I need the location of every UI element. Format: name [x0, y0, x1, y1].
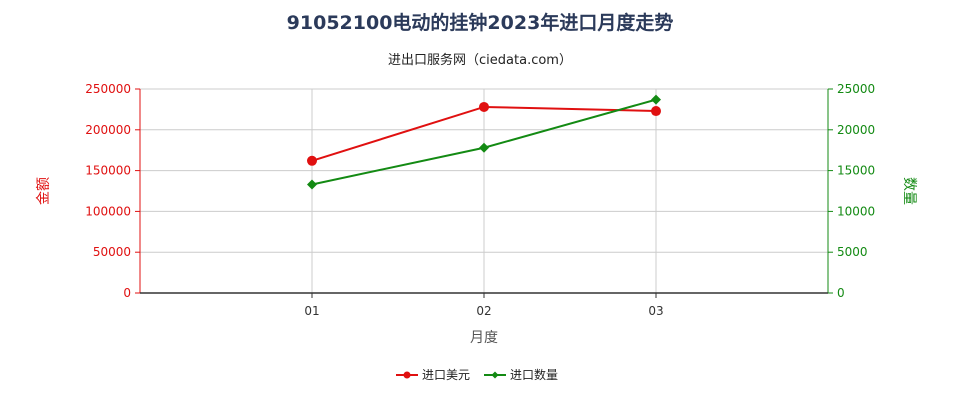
y-tick-label-right: 5000	[837, 245, 868, 259]
y-tick-label-right: 20000	[837, 123, 875, 137]
legend-marker-quantity	[491, 371, 499, 379]
y-axis-label-left: 金额	[36, 177, 52, 205]
y-tick-label-right: 10000	[837, 204, 875, 218]
x-tick-label: 03	[648, 304, 663, 318]
grid-lines	[140, 88, 828, 293]
y-tick-label-left: 100000	[85, 204, 131, 218]
x-tick-label: 02	[476, 304, 491, 318]
data-point-quantity	[479, 142, 489, 153]
legend-label: 进口美元	[422, 368, 470, 382]
data-point-quantity	[307, 179, 317, 190]
x-axis-label: 月度	[470, 330, 498, 346]
y-tick-label-right: 25000	[837, 82, 875, 96]
chart-subtitle: 进出口服务网（ciedata.com）	[388, 53, 572, 68]
series-lines	[307, 94, 661, 190]
legend-label: 进口数量	[510, 367, 558, 382]
chart-title: 91052100电动的挂钟2023年进口月度走势	[286, 12, 674, 34]
data-point-amount	[479, 101, 489, 112]
y-tick-label-right: 15000	[837, 164, 875, 178]
data-point-quantity	[651, 94, 661, 105]
x-tick-label: 01	[304, 304, 319, 318]
y-tick-label-left: 50000	[93, 245, 131, 259]
y-axis-label-right: 数量	[901, 177, 917, 205]
y-tick-label-left: 150000	[85, 164, 131, 178]
data-point-amount	[651, 106, 661, 117]
legend: 进口美元 进口数量	[396, 367, 558, 382]
data-point-amount	[307, 155, 317, 166]
y-tick-label-left: 200000	[85, 123, 131, 137]
y-tick-label-left: 0	[123, 286, 131, 300]
y-tick-label-right: 0	[837, 286, 845, 300]
y-tick-label-left: 250000	[85, 82, 131, 96]
legend-marker-amount	[403, 371, 411, 379]
